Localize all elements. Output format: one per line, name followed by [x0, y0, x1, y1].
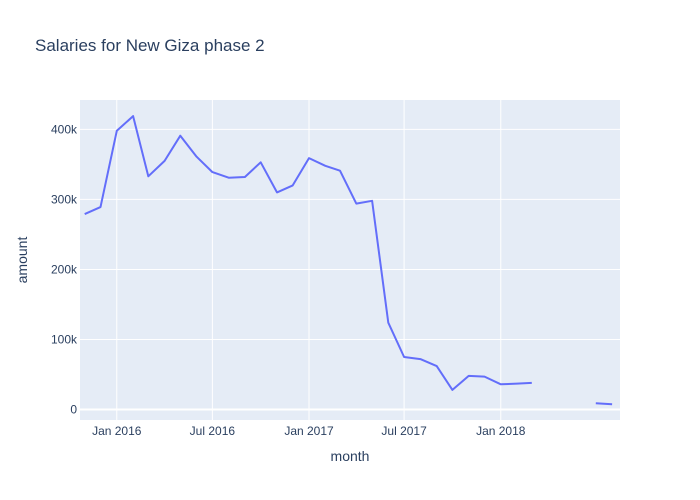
grid-lines — [80, 100, 620, 420]
y-tick-label: 200k — [51, 262, 78, 276]
x-tick-label: Jul 2016 — [190, 424, 236, 438]
y-tick-label: 300k — [51, 192, 78, 206]
series-line — [595, 402, 613, 406]
series-lines — [84, 115, 613, 406]
y-tick-label: 400k — [51, 122, 78, 136]
y-axis-ticks: 0 100k 200k 300k 400k — [51, 122, 78, 416]
plot-area — [80, 100, 620, 420]
x-axis-title: month — [331, 448, 370, 464]
series-line — [84, 115, 532, 391]
y-tick-label: 0 — [70, 402, 77, 416]
y-tick-label: 100k — [51, 332, 78, 346]
x-axis-ticks: Jan 2016 Jul 2016 Jan 2017 Jul 2017 Jan 2018 — [92, 424, 526, 438]
x-tick-label: Jan 2016 — [92, 424, 142, 438]
x-tick-label: Jul 2017 — [381, 424, 427, 438]
y-axis-title: amount — [14, 237, 30, 284]
x-tick-label: Jan 2017 — [284, 424, 334, 438]
x-tick-label: Jan 2018 — [476, 424, 526, 438]
chart-title: Salaries for New Giza phase 2 — [35, 36, 265, 55]
